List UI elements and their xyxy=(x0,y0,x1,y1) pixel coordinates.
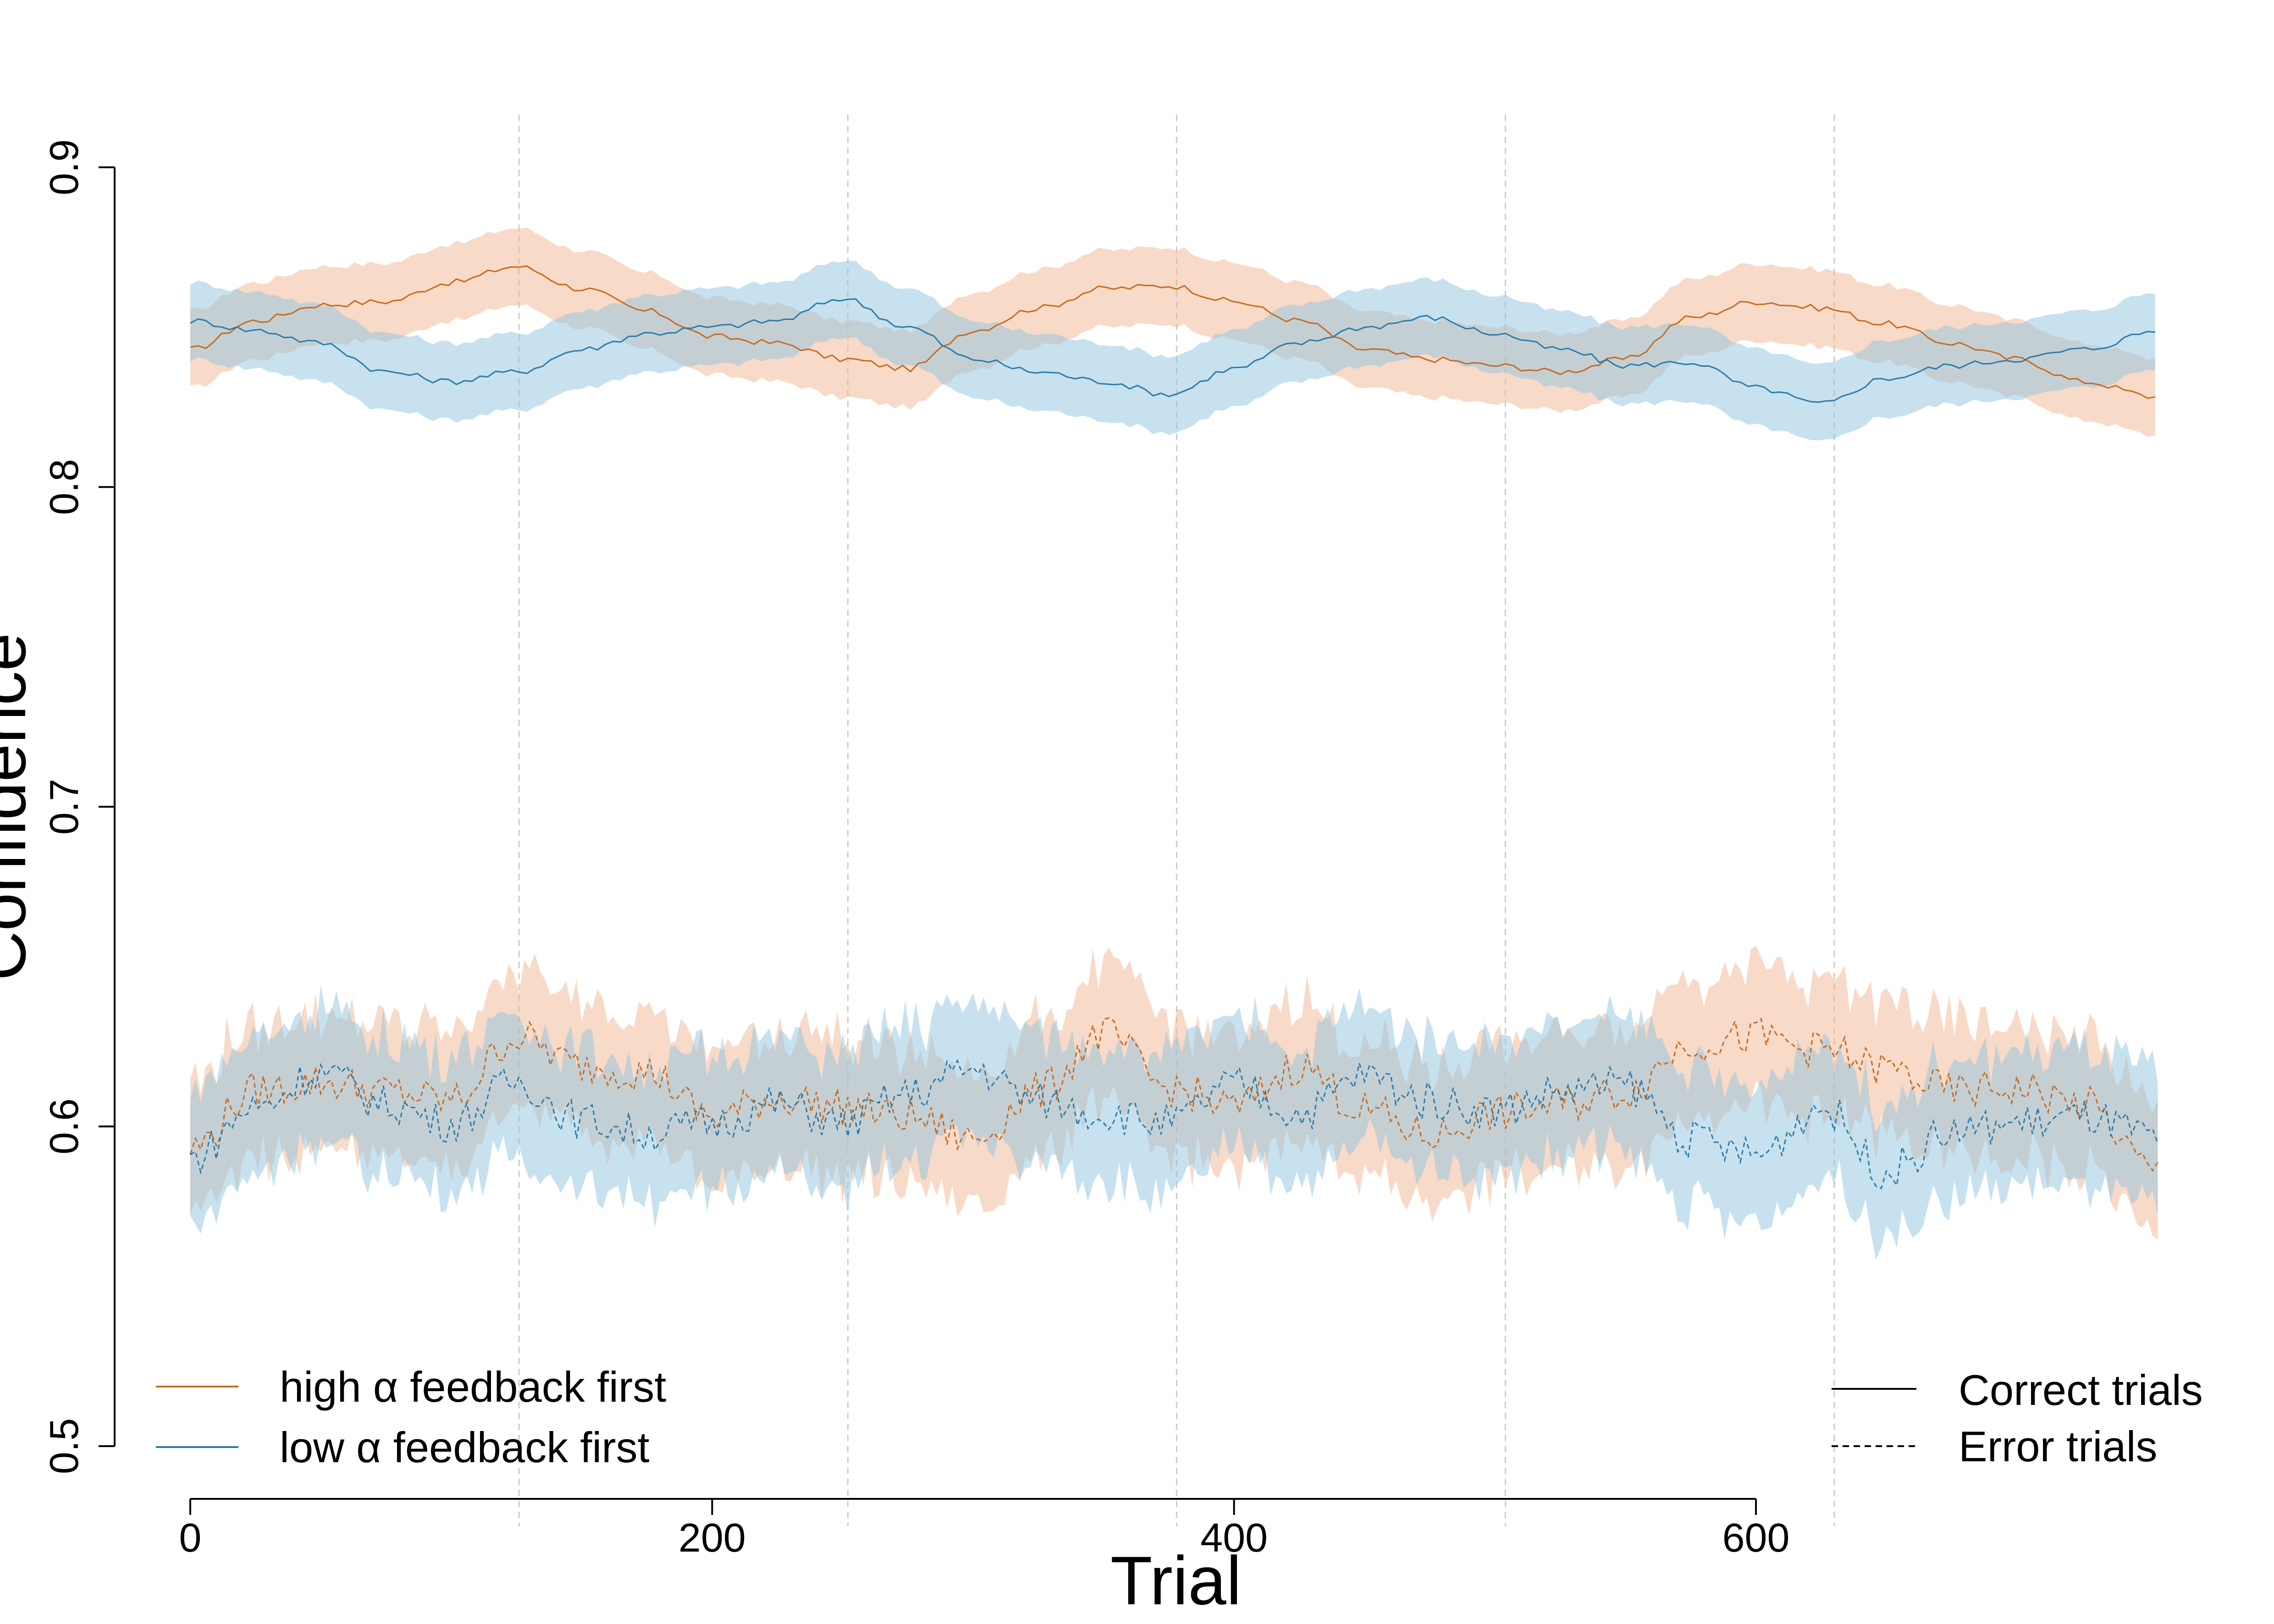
legend-trials: Correct trials Error trials xyxy=(1832,1366,2203,1470)
x-axis-title: Trial xyxy=(1110,1542,1242,1619)
y-axis-ticks: 0.5 0.6 0.7 0.8 0.9 xyxy=(41,139,115,1474)
legend-label-error: Error trials xyxy=(1959,1422,2157,1470)
line-low-correct xyxy=(190,298,2155,403)
band-high-correct xyxy=(190,227,2155,437)
y-tick-label-3: 0.8 xyxy=(41,459,87,515)
x-tick-label-3: 600 xyxy=(1722,1515,1790,1560)
line-high-error xyxy=(189,1017,2158,1172)
line-low-error xyxy=(190,1059,2158,1189)
x-axis-ticks: 0 200 400 600 xyxy=(179,1499,1790,1560)
y-tick-label-2: 0.7 xyxy=(41,779,87,835)
x-tick-label-2: 400 xyxy=(1200,1515,1268,1560)
line-high-correct xyxy=(190,265,2156,399)
legend-label-low: low α feedback first xyxy=(280,1423,650,1471)
band-low-correct xyxy=(190,260,2155,440)
y-tick-label-4: 0.9 xyxy=(41,139,87,195)
y-axis-title: Confidence xyxy=(0,633,40,981)
legend-label-high: high α feedback first xyxy=(280,1363,666,1411)
y-tick-label-1: 0.6 xyxy=(41,1098,87,1154)
series-lines xyxy=(189,265,2158,1189)
y-tick-label-0: 0.5 xyxy=(41,1418,87,1474)
x-tick-label-0: 0 xyxy=(179,1515,202,1560)
legend-groups: high α feedback first low α feedback fir… xyxy=(156,1363,666,1471)
legend-label-correct: Correct trials xyxy=(1959,1366,2203,1414)
axes: 0.5 0.6 0.7 0.8 0.9 0 200 400 600 xyxy=(41,139,1789,1560)
band-low-error xyxy=(190,985,2158,1260)
x-tick-label-1: 200 xyxy=(679,1515,746,1560)
